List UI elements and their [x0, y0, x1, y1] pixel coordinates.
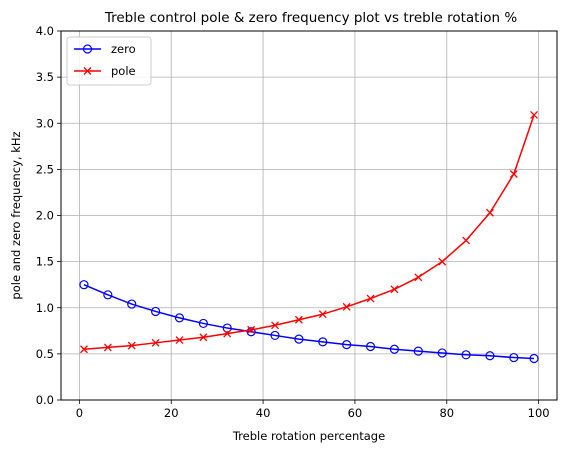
x-tick-label: 0 [76, 406, 83, 420]
x-tick-label: 100 [528, 406, 550, 420]
data-point-zero [198, 318, 208, 329]
data-point-pole [485, 208, 494, 217]
data-point-pole [366, 294, 375, 303]
data-point-pole [414, 273, 423, 282]
data-point-zero [365, 341, 376, 352]
data-point-pole [223, 329, 232, 338]
data-point-zero [342, 340, 352, 350]
data-point-pole [318, 310, 327, 319]
y-tick-label: 4.0 [36, 24, 54, 38]
data-point-zero [437, 348, 447, 358]
data-point-pole [80, 345, 88, 354]
data-point-zero [529, 353, 539, 364]
legend-label-zero: zero [111, 42, 136, 56]
data-point-pole [271, 321, 279, 330]
y-axis: 0.0 0.5 1.0 1.5 2.0 2.5 3.0 3.5 4.0 [36, 24, 61, 407]
y-axis-label: pole and zero frequency, kHz [9, 131, 23, 299]
data-point-pole [530, 110, 538, 119]
data-point-zero [127, 299, 137, 309]
data-point-zero [318, 337, 328, 347]
data-point-pole [342, 302, 351, 311]
legend-marker-pole [83, 67, 92, 75]
legend-label-pole: pole [111, 64, 136, 78]
y-tick-label: 3.5 [36, 70, 54, 84]
y-tick-label: 3.0 [36, 116, 54, 130]
data-point-pole [509, 170, 518, 178]
data-point-pole [199, 333, 208, 342]
data-point-pole [127, 341, 136, 350]
data-point-pole [390, 285, 399, 294]
y-tick-label: 0.5 [36, 347, 54, 361]
x-tick-label: 20 [164, 406, 179, 420]
data-point-zero [509, 352, 519, 363]
x-axis-label: Treble rotation percentage [232, 429, 385, 443]
data-point-pole [175, 336, 184, 344]
data-point-zero [389, 344, 400, 354]
data-point-zero [103, 290, 113, 300]
data-point-zero [246, 327, 256, 337]
x-tick-label: 60 [348, 406, 363, 420]
data-point-pole [294, 315, 303, 324]
data-point-pole [103, 343, 112, 352]
data-point-zero [485, 351, 495, 361]
x-axis: 0 20 40 60 80 100 [76, 400, 550, 420]
x-tick-label: 80 [439, 406, 454, 420]
series-zero [79, 280, 539, 364]
data-point-zero [222, 323, 232, 333]
x-tick-label: 40 [256, 406, 271, 420]
series-line-pole [83, 114, 535, 351]
data-point-zero [270, 330, 280, 341]
data-point-pole [247, 325, 256, 334]
y-tick-label: 1.5 [36, 255, 54, 269]
series-layer [79, 110, 539, 364]
data-point-zero [413, 346, 423, 356]
legend: zero pole [66, 36, 152, 86]
data-point-zero [461, 350, 471, 360]
data-point-zero [174, 313, 185, 323]
legend-box [66, 36, 152, 86]
y-tick-label: 2.5 [36, 162, 54, 176]
data-point-pole [462, 236, 471, 245]
data-point-zero [151, 306, 161, 317]
data-point-zero [79, 280, 89, 290]
chart-title: Treble control pole & zero frequency plo… [104, 10, 517, 26]
data-point-pole [151, 338, 160, 347]
y-tick-label: 1.0 [36, 301, 54, 315]
series-pole [80, 110, 538, 354]
y-tick-label: 2.0 [36, 209, 54, 223]
legend-marker-zero [82, 44, 93, 54]
data-point-pole [438, 257, 447, 266]
y-tick-label: 0.0 [36, 393, 54, 407]
data-point-zero [294, 334, 304, 344]
